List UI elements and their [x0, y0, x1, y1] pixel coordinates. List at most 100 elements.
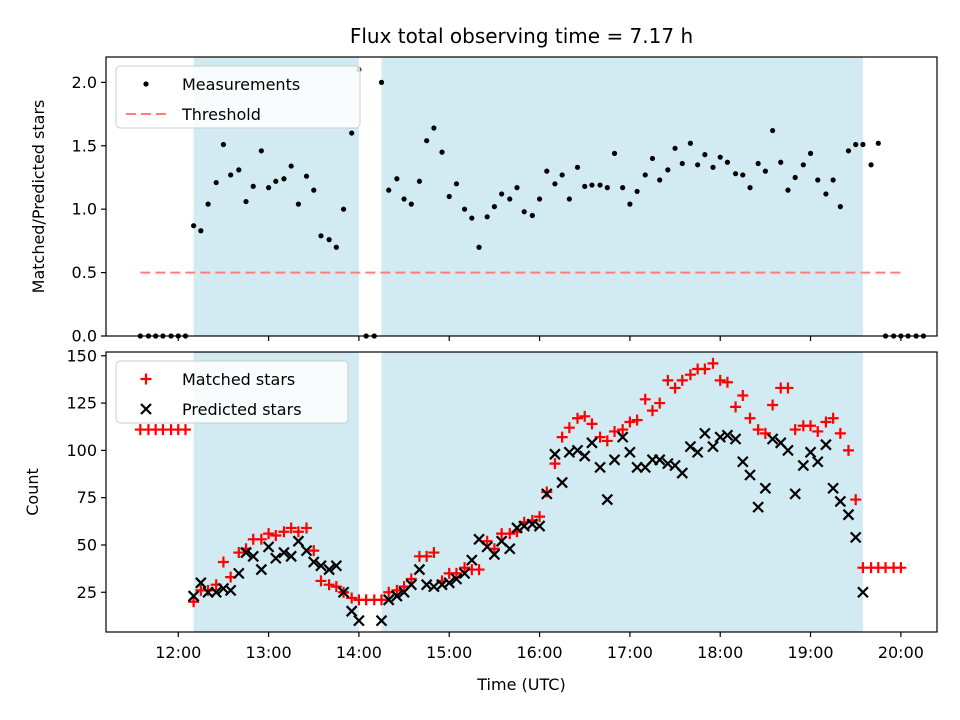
x-tick-label: 13:00	[246, 643, 292, 662]
measurement-point	[295, 201, 301, 207]
measurement-point	[574, 164, 581, 170]
measurement-point	[800, 162, 806, 168]
measurement-point	[559, 172, 565, 178]
legend-box	[115, 65, 361, 129]
x-tick-label: 18:00	[697, 643, 743, 662]
measurement-point	[875, 140, 881, 146]
x-tick-label: 20:00	[878, 643, 924, 662]
predicted-point	[466, 554, 478, 566]
matched-point	[654, 397, 666, 409]
predicted-point	[563, 446, 576, 459]
predicted-point	[240, 546, 252, 559]
measurement-point	[250, 183, 256, 189]
measurement-point	[837, 204, 843, 210]
matched-point	[827, 412, 839, 424]
measurement-point	[566, 196, 572, 202]
measurement-point	[597, 182, 603, 188]
predicted-point	[827, 482, 839, 494]
measurement-point	[853, 141, 859, 148]
measurement-point	[281, 176, 287, 182]
matched-point	[217, 556, 229, 568]
matched-point	[405, 573, 417, 585]
matched-point	[330, 581, 342, 593]
measurement-point	[273, 178, 279, 184]
measurement-point	[710, 164, 716, 170]
matched-point	[188, 596, 200, 608]
matched-point	[721, 376, 733, 388]
measurement-point	[755, 160, 761, 167]
matched-point	[308, 545, 320, 557]
legend-label: Measurements	[182, 75, 300, 94]
measurement-point	[792, 174, 798, 181]
matched-point	[609, 425, 621, 437]
matched-point	[473, 564, 485, 576]
y-axis-label: Matched/Predicted stars	[29, 100, 48, 294]
measurement-point	[408, 201, 414, 207]
measurement-point	[770, 127, 776, 134]
legend-marker	[140, 403, 152, 415]
matched-point	[579, 410, 591, 422]
predicted-point	[278, 546, 290, 559]
measurement-point	[747, 185, 753, 191]
measurement-point	[311, 187, 317, 193]
matched-point	[563, 422, 575, 434]
predicted-point	[721, 429, 734, 442]
matched-point	[556, 431, 568, 443]
matched-point	[707, 357, 719, 369]
predicted-point	[653, 454, 666, 466]
predicted-point	[323, 563, 335, 576]
measurement-point	[611, 150, 618, 156]
measurement-point	[484, 214, 490, 220]
predicted-point	[586, 437, 598, 449]
matched-point	[744, 412, 756, 424]
predicted-point	[594, 461, 606, 474]
matched-point	[488, 543, 500, 555]
legend-marker	[140, 373, 152, 385]
x-tick-label: 19:00	[787, 643, 833, 662]
ratio-panel: 0.0 0.5 1.0 1.5 2.0 Matched/Predicted stars Me…	[29, 56, 938, 346]
measurement-point	[672, 145, 678, 151]
measurement-point	[830, 177, 836, 183]
matched-point	[301, 522, 313, 534]
measurement-point	[205, 201, 211, 207]
predicted-point	[797, 459, 810, 472]
predicted-point	[458, 567, 471, 580]
matched-point	[624, 416, 636, 428]
matched-point	[895, 562, 907, 574]
measurement-point	[220, 141, 227, 148]
y-tick-label: 75	[77, 488, 97, 507]
y-tick-label: 100	[66, 441, 97, 460]
series-1-0	[134, 357, 907, 608]
measurement-point	[807, 150, 814, 156]
legend-label: Predicted stars	[182, 400, 302, 419]
measurement-point	[198, 228, 204, 234]
matched-point	[714, 374, 726, 386]
predicted-point	[503, 542, 516, 555]
measurement-point	[695, 162, 701, 168]
matched-point	[572, 412, 584, 424]
predicted-point	[578, 450, 591, 462]
matched-point	[752, 424, 764, 436]
predicted-point	[549, 448, 561, 460]
measurement-point	[491, 204, 498, 210]
y-axis-label: Count	[23, 468, 42, 516]
measurement-point	[476, 244, 482, 250]
matched-point	[278, 526, 290, 538]
predicted-point	[608, 454, 621, 466]
matched-point	[662, 374, 674, 386]
matched-point	[202, 584, 214, 596]
x-axis-label: Time (UTC)	[476, 675, 565, 694]
matched-point	[263, 528, 275, 540]
matched-point	[346, 592, 358, 604]
observing-interval-1	[381, 352, 863, 632]
measurement-point	[394, 176, 400, 182]
predicted-point	[849, 531, 862, 544]
observing-interval-1	[381, 57, 863, 336]
measurement-point	[243, 198, 249, 205]
predicted-point	[233, 567, 245, 580]
matched-point	[428, 547, 440, 559]
measurement-point	[378, 79, 385, 85]
predicted-point	[247, 550, 260, 563]
y-tick-label: 25	[77, 583, 97, 602]
measurement-point	[431, 125, 437, 131]
